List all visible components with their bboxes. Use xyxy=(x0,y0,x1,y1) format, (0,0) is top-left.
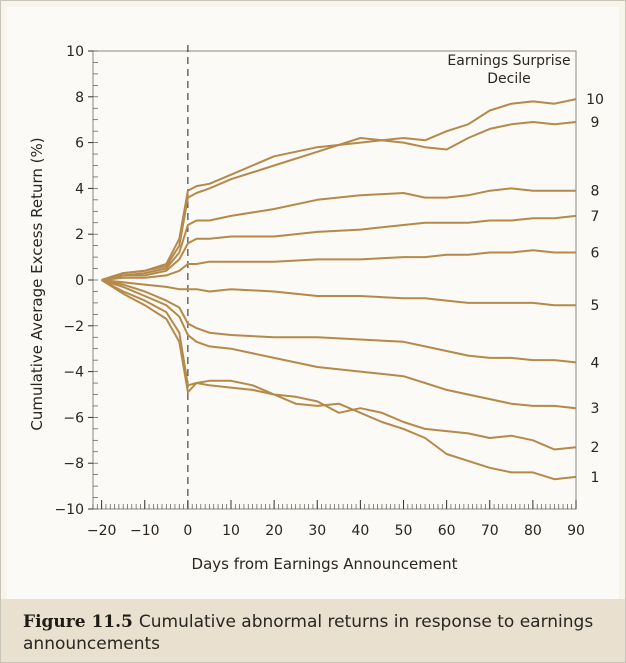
series-line-decile-8 xyxy=(101,187,576,281)
x-axis-label: Days from Earnings Announcement xyxy=(192,555,458,573)
caption-body: Cumulative abnormal returns in response … xyxy=(23,612,594,654)
series-label-decile-5: 5 xyxy=(591,298,600,314)
series-line-decile-6 xyxy=(101,249,576,281)
x-tick-label: −20 xyxy=(87,523,117,539)
series-label-decile-8: 8 xyxy=(591,184,600,200)
y-tick-label: 4 xyxy=(75,181,84,197)
series-line-decile-1 xyxy=(101,279,577,481)
caption-label: Figure 11.5 xyxy=(23,612,133,632)
y-tick-label: −10 xyxy=(54,502,84,518)
series-line-decile-10 xyxy=(101,98,577,281)
x-tick-label: −10 xyxy=(130,523,160,539)
y-tick-label: −6 xyxy=(63,410,84,426)
series-line-decile-7 xyxy=(101,214,577,281)
y-tick-labels: 10 8 6 4 2 0 −2 −4 −6 −8 −10 xyxy=(54,44,84,518)
series-label-decile-3: 3 xyxy=(591,401,600,417)
y-tick-label: 6 xyxy=(75,136,84,152)
plot-area xyxy=(92,50,577,510)
x-tick-label: 0 xyxy=(183,523,192,539)
series-line-decile-3 xyxy=(101,279,577,410)
series-lines xyxy=(101,98,577,481)
x-tick-labels: −20 −10 0 10 20 30 40 50 60 70 80 90 xyxy=(87,523,585,539)
x-tick-label: 60 xyxy=(438,523,456,539)
x-tick-label: 50 xyxy=(395,523,413,539)
y-tick-label: −8 xyxy=(63,456,84,472)
x-tick-label: 10 xyxy=(222,523,240,539)
series-labels: 10 9 8 7 6 5 4 3 2 1 xyxy=(586,92,604,486)
x-tick-label: 80 xyxy=(524,523,542,539)
series-label-decile-4: 4 xyxy=(591,355,600,371)
series-label-decile-6: 6 xyxy=(591,246,600,262)
x-tick-label: 90 xyxy=(567,523,585,539)
x-tick-label: 20 xyxy=(265,523,283,539)
legend-title-line-2: Decile xyxy=(487,71,530,87)
plot-panel: 10 8 6 4 2 0 −2 −4 −6 −8 −10 −20 −10 0 10 20 30 40 50 60 70… xyxy=(7,7,619,602)
y-tick-label: 0 xyxy=(75,273,84,289)
y-tick-label: −4 xyxy=(63,365,84,381)
series-label-decile-7: 7 xyxy=(591,209,600,225)
caption-text-block: Figure 11.5 Cumulative abnormal returns i… xyxy=(23,611,613,655)
series-label-decile-2: 2 xyxy=(591,440,600,456)
y-tick-label: 8 xyxy=(75,90,84,106)
figure-caption: Figure 11.5 Cumulative abnormal returns i… xyxy=(1,599,625,662)
series-line-decile-9 xyxy=(101,121,577,281)
series-label-decile-9: 9 xyxy=(591,115,600,131)
legend-title-line-1: Earnings Surprise xyxy=(447,53,570,69)
series-line-decile-2 xyxy=(101,279,577,451)
y-tick-label: −2 xyxy=(63,319,84,335)
x-tick-label: 30 xyxy=(308,523,326,539)
series-line-decile-5 xyxy=(101,279,576,307)
x-tick-label: 40 xyxy=(351,523,369,539)
series-label-decile-1: 1 xyxy=(591,470,600,486)
y-axis-label: Cumulative Average Excess Return (%) xyxy=(28,137,46,430)
series-label-decile-10: 10 xyxy=(586,92,604,108)
x-tick-label: 70 xyxy=(481,523,499,539)
y-tick-label: 10 xyxy=(66,44,84,60)
axis-ticks xyxy=(88,50,577,510)
series-line-decile-4 xyxy=(101,279,577,364)
y-tick-label: 2 xyxy=(75,227,84,243)
